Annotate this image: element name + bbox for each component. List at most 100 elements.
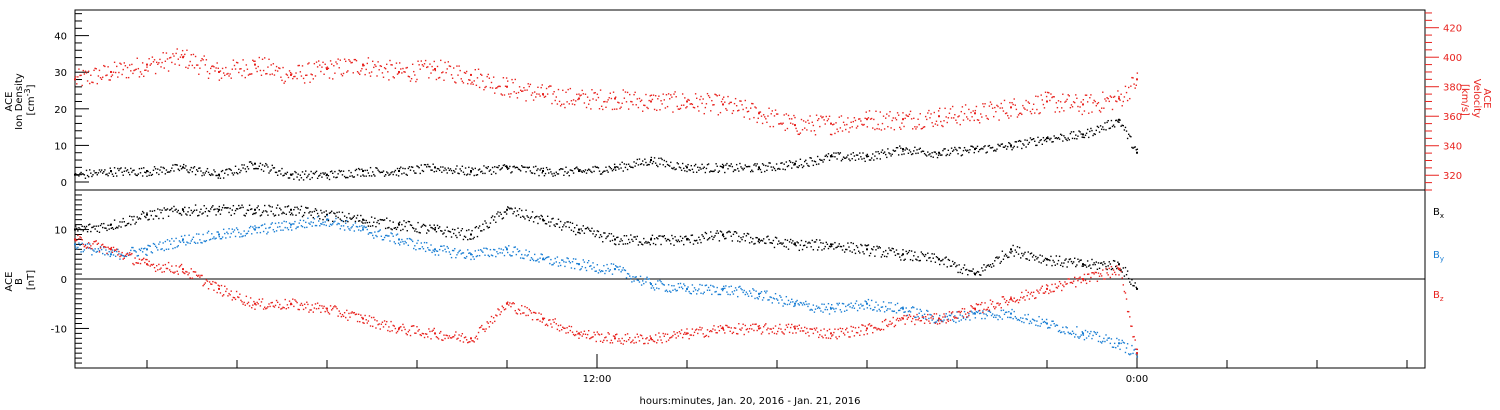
bz-series-sample bbox=[648, 339, 650, 341]
velocity-series-sample bbox=[526, 89, 528, 91]
bx-series-sample bbox=[130, 223, 132, 226]
density-series-sample bbox=[249, 161, 252, 163]
bx-series-sample bbox=[332, 220, 334, 223]
velocity-series-sample bbox=[257, 65, 259, 68]
by-series-sample bbox=[563, 261, 565, 263]
bz-series-sample bbox=[848, 336, 850, 338]
by-series-sample bbox=[308, 222, 310, 224]
bx-series-sample bbox=[595, 234, 597, 236]
bx-series-sample bbox=[216, 208, 218, 210]
density-series-sample bbox=[329, 171, 332, 173]
bz-series-sample bbox=[770, 328, 772, 330]
velocity-series-sample bbox=[556, 103, 559, 105]
velocity-series-sample bbox=[446, 68, 448, 70]
density-series-sample bbox=[324, 172, 326, 174]
bx-series-sample bbox=[795, 244, 797, 247]
velocity-series-sample bbox=[972, 110, 974, 112]
velocity-series-sample bbox=[625, 101, 628, 103]
bz-series-sample bbox=[449, 337, 452, 339]
bz-series-sample bbox=[542, 318, 545, 321]
bz-series-sample bbox=[846, 327, 848, 329]
velocity-series-sample bbox=[618, 102, 620, 104]
bx-series-sample bbox=[404, 225, 406, 228]
velocity-series-sample bbox=[1044, 91, 1047, 93]
density-series-sample bbox=[1035, 144, 1037, 147]
velocity-series-sample bbox=[756, 121, 758, 124]
by-series-sample bbox=[434, 254, 437, 256]
by-series-sample bbox=[814, 308, 817, 310]
density-series-sample bbox=[649, 161, 651, 163]
velocity-series-sample bbox=[738, 109, 740, 112]
bx-series-sample bbox=[462, 238, 465, 241]
bx-series-sample bbox=[447, 230, 449, 232]
density-series-sample bbox=[615, 169, 617, 171]
bx-series-sample bbox=[619, 240, 621, 243]
velocity-series-sample bbox=[930, 113, 932, 115]
bz-series-sample bbox=[93, 240, 95, 243]
bx-series-sample bbox=[410, 224, 413, 227]
density-series-sample bbox=[375, 167, 377, 169]
density-series-sample bbox=[1082, 136, 1085, 139]
density-series-sample bbox=[203, 174, 205, 176]
velocity-series-sample bbox=[1055, 102, 1058, 104]
bx-series-sample bbox=[931, 253, 933, 255]
density-series-sample bbox=[198, 167, 200, 170]
density-series-sample bbox=[662, 164, 664, 166]
density-series-sample bbox=[760, 171, 763, 173]
bz-series-sample bbox=[687, 332, 689, 334]
velocity-series-point bbox=[794, 124, 796, 127]
bz-series-sample bbox=[644, 342, 646, 345]
bx-series-sample bbox=[807, 242, 809, 244]
velocity-series-sample bbox=[805, 121, 807, 123]
bz-series-sample bbox=[698, 329, 700, 331]
bx-series-sample bbox=[1096, 268, 1099, 271]
bz-series-sample bbox=[503, 308, 506, 311]
bz-series-sample bbox=[99, 247, 102, 249]
density-series-sample bbox=[946, 153, 948, 156]
by-series-sample bbox=[1101, 342, 1103, 344]
by-series-sample bbox=[511, 255, 513, 257]
by-series-sample bbox=[981, 317, 983, 320]
by-series-sample bbox=[132, 246, 134, 249]
bz-series-sample bbox=[782, 332, 784, 334]
velocity-series-sample bbox=[737, 110, 739, 112]
density-series-sample bbox=[107, 174, 109, 177]
bx-series-sample bbox=[836, 246, 838, 248]
velocity-series-sample bbox=[1075, 94, 1077, 96]
by-series-sample bbox=[943, 319, 945, 321]
by-series bbox=[74, 214, 1139, 358]
bx-series-sample bbox=[178, 212, 181, 215]
velocity-series-sample bbox=[1058, 111, 1061, 113]
density-series-sample bbox=[233, 172, 236, 174]
velocity-series-sample bbox=[777, 113, 779, 115]
density-series-sample bbox=[874, 155, 876, 157]
by-series-sample bbox=[118, 253, 120, 255]
by-series-sample bbox=[177, 245, 179, 247]
density-series-sample bbox=[597, 167, 600, 169]
density-series-sample bbox=[542, 167, 545, 170]
density-series-sample bbox=[710, 170, 712, 172]
by-series-sample bbox=[1098, 335, 1101, 338]
velocity-series-sample bbox=[445, 71, 447, 74]
density-series-sample bbox=[667, 164, 670, 167]
by-series-sample bbox=[603, 264, 605, 267]
bx-series-sample bbox=[413, 227, 415, 230]
velocity-series-sample bbox=[103, 64, 105, 67]
bx-series-sample bbox=[730, 235, 732, 237]
velocity-series-sample bbox=[822, 116, 824, 118]
bx-series-sample bbox=[210, 208, 212, 210]
bx-series-sample bbox=[309, 210, 311, 213]
density-series-sample bbox=[913, 150, 915, 152]
density-series-point bbox=[974, 148, 976, 151]
bx-series-sample bbox=[151, 210, 154, 212]
velocity-series-sample bbox=[588, 103, 590, 105]
by-series-sample bbox=[320, 222, 322, 225]
velocity-series-sample bbox=[713, 104, 715, 106]
bx-series-sample bbox=[1101, 262, 1103, 264]
velocity-series-sample bbox=[903, 125, 905, 128]
density-series-sample bbox=[806, 162, 808, 165]
bx-series-sample bbox=[944, 257, 946, 259]
bx-series-sample bbox=[645, 240, 647, 243]
velocity-series-sample bbox=[796, 130, 798, 132]
velocity-series-sample bbox=[176, 48, 178, 50]
